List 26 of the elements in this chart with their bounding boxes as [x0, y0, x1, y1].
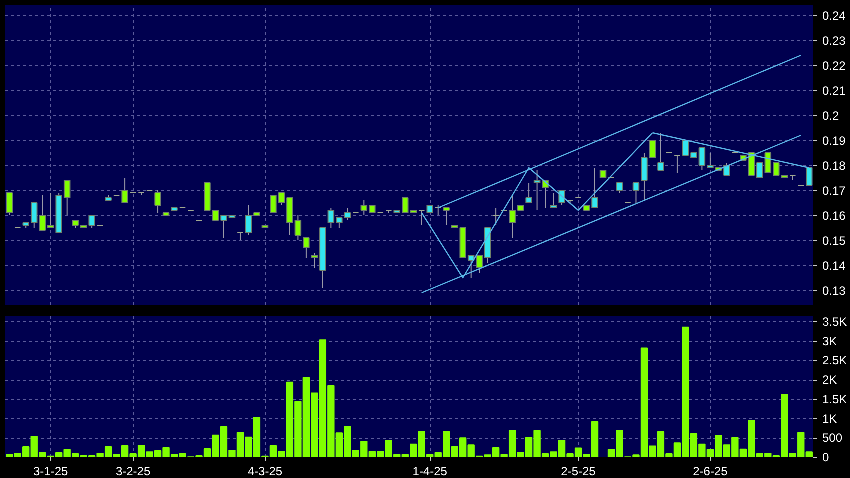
y-tick-label: 0.24	[822, 9, 846, 23]
y-tick-label: 1K	[822, 412, 838, 426]
y-tick-label: 0.23	[822, 34, 846, 48]
y-tick-label: 1.5K	[822, 392, 848, 406]
y-tick-label: 2.5K	[822, 354, 848, 368]
x-tick-label: 1-4-25	[412, 464, 448, 478]
x-tick-label: 4-3-25	[248, 464, 283, 478]
x-tick-label: 2-6-25	[693, 464, 728, 478]
y-tick-label: 0.22	[822, 59, 846, 73]
y-tick-label: 0.16	[822, 209, 846, 223]
y-tick-label: 0.15	[822, 234, 846, 248]
x-tick-label: 3-1-25	[34, 464, 69, 478]
y-tick-label: 0	[822, 450, 830, 464]
y-tick-label: 0.19	[822, 134, 846, 148]
y-tick-label: 0.21	[822, 84, 846, 98]
y-tick-label: 0.17	[822, 184, 846, 198]
y-tick-label: 0.18	[822, 159, 846, 173]
y-tick-label: 0.13	[822, 284, 846, 298]
y-tick-label: 3.5K	[822, 314, 848, 329]
x-tick-label: 3-2-25	[116, 464, 151, 478]
y-tick-label: 500	[822, 431, 843, 446]
y-tick-label: 0.2	[822, 109, 840, 123]
x-tick-label: 2-5-25	[561, 464, 596, 478]
y-tick-label: 2K	[822, 373, 838, 388]
y-tick-label: 3K	[822, 334, 838, 348]
y-tick-label: 0.14	[822, 259, 846, 273]
